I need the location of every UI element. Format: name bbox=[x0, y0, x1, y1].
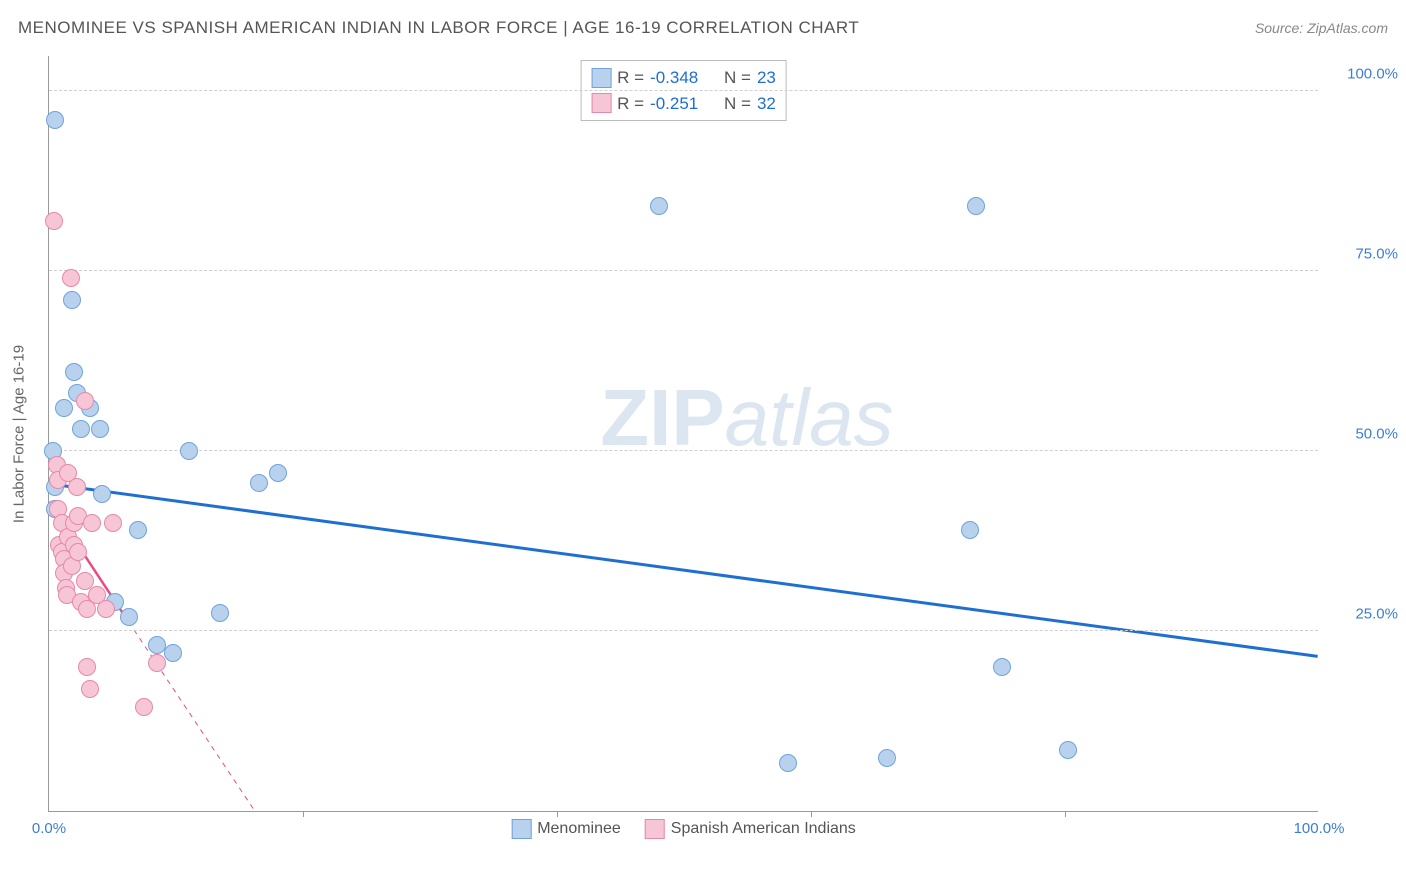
data-point-spanish bbox=[76, 392, 94, 410]
gridline bbox=[49, 90, 1318, 91]
series-legend: Menominee Spanish American Indians bbox=[511, 819, 856, 839]
gridline bbox=[49, 630, 1318, 631]
data-point-menominee bbox=[211, 604, 229, 622]
data-point-menominee bbox=[46, 111, 64, 129]
y-tick-label: 75.0% bbox=[1328, 246, 1398, 263]
x-tick bbox=[303, 811, 304, 817]
data-point-menominee bbox=[180, 442, 198, 460]
swatch-menominee bbox=[511, 819, 531, 839]
chart-title: MENOMINEE VS SPANISH AMERICAN INDIAN IN … bbox=[18, 18, 859, 38]
data-point-menominee bbox=[779, 754, 797, 772]
source-label: Source: ZipAtlas.com bbox=[1255, 20, 1388, 36]
data-point-menominee bbox=[650, 197, 668, 215]
data-point-menominee bbox=[72, 420, 90, 438]
gridline bbox=[49, 270, 1318, 271]
x-tick-label: 100.0% bbox=[1294, 820, 1345, 837]
data-point-spanish bbox=[148, 654, 166, 672]
y-tick-label: 100.0% bbox=[1328, 66, 1398, 83]
plot-area: ZIPatlas In Labor Force | Age 16-19 R = … bbox=[48, 56, 1318, 812]
data-point-menominee bbox=[55, 399, 73, 417]
swatch-menominee bbox=[591, 68, 611, 88]
data-point-menominee bbox=[993, 658, 1011, 676]
data-point-menominee bbox=[164, 644, 182, 662]
data-point-spanish bbox=[68, 478, 86, 496]
stats-row-spanish: R = -0.251N = 32 bbox=[591, 91, 776, 117]
data-point-menominee bbox=[129, 521, 147, 539]
data-point-spanish bbox=[104, 514, 122, 532]
data-point-menominee bbox=[1059, 741, 1077, 759]
swatch-spanish bbox=[591, 93, 611, 113]
data-point-spanish bbox=[97, 600, 115, 618]
x-tick bbox=[557, 811, 558, 817]
stats-row-menominee: R = -0.348N = 23 bbox=[591, 65, 776, 91]
y-tick-label: 25.0% bbox=[1328, 606, 1398, 623]
data-point-spanish bbox=[78, 658, 96, 676]
legend-item-spanish: Spanish American Indians bbox=[645, 819, 856, 839]
data-point-menominee bbox=[120, 608, 138, 626]
data-point-spanish bbox=[81, 680, 99, 698]
x-tick-label: 0.0% bbox=[32, 820, 66, 837]
data-point-spanish bbox=[45, 212, 63, 230]
y-axis-title: In Labor Force | Age 16-19 bbox=[11, 344, 28, 522]
data-point-spanish bbox=[135, 698, 153, 716]
data-point-menominee bbox=[91, 420, 109, 438]
data-point-menominee bbox=[63, 291, 81, 309]
data-point-menominee bbox=[269, 464, 287, 482]
data-point-spanish bbox=[62, 269, 80, 287]
gridline bbox=[49, 450, 1318, 451]
data-point-spanish bbox=[69, 543, 87, 561]
data-point-menominee bbox=[148, 636, 166, 654]
swatch-spanish bbox=[645, 819, 665, 839]
data-point-menominee bbox=[967, 197, 985, 215]
x-tick bbox=[1065, 811, 1066, 817]
data-point-menominee bbox=[93, 485, 111, 503]
data-point-spanish bbox=[83, 514, 101, 532]
trend-lines-layer bbox=[49, 56, 1318, 811]
x-tick bbox=[811, 811, 812, 817]
data-point-menominee bbox=[961, 521, 979, 539]
data-point-menominee bbox=[250, 474, 268, 492]
data-point-menominee bbox=[65, 363, 83, 381]
legend-item-menominee: Menominee bbox=[511, 819, 621, 839]
y-tick-label: 50.0% bbox=[1328, 426, 1398, 443]
data-point-menominee bbox=[878, 749, 896, 767]
